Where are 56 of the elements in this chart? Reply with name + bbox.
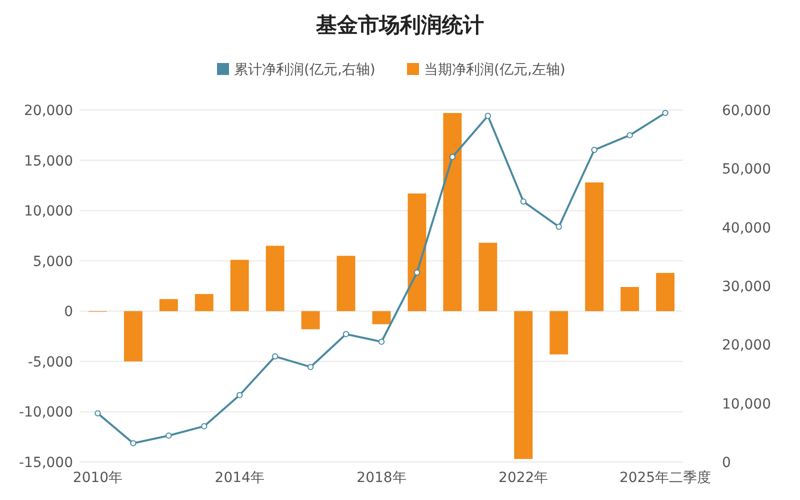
bar xyxy=(336,256,356,312)
y-tick-label: 5,000 xyxy=(32,254,73,270)
bar xyxy=(124,311,142,362)
x-tick-label: 2010年 xyxy=(72,470,123,486)
bar xyxy=(656,272,674,312)
bar xyxy=(230,260,249,312)
y2-tick-label: 40,000 xyxy=(722,220,771,236)
point xyxy=(166,432,172,439)
point xyxy=(342,331,350,338)
point xyxy=(520,198,526,205)
chart-title: 基金市场利润统计 xyxy=(315,13,484,37)
bar xyxy=(301,311,320,330)
bar xyxy=(620,287,640,312)
y-tick-label: -5,000 xyxy=(28,354,73,370)
bar xyxy=(159,299,178,312)
bar xyxy=(372,311,391,324)
point xyxy=(449,154,456,160)
point xyxy=(272,353,278,360)
y2-tick-label: 50,000 xyxy=(722,162,771,178)
x-tick-label: 2022年 xyxy=(498,470,548,486)
point xyxy=(307,364,314,370)
y2-tick-label: 30,000 xyxy=(722,279,771,295)
y-tick-label: 0 xyxy=(64,304,73,320)
legend-label: 当期净利润(亿元,左轴) xyxy=(424,62,566,78)
point xyxy=(484,112,492,119)
x-tick-label: 2014年 xyxy=(214,470,264,486)
point xyxy=(94,410,101,416)
point xyxy=(236,392,243,398)
y-tick-label: -15,000 xyxy=(18,455,73,471)
y2-tick-label: 10,000 xyxy=(722,396,771,412)
bar xyxy=(266,246,284,312)
y-tick-label: -10,000 xyxy=(18,404,73,421)
point xyxy=(556,224,562,230)
point xyxy=(201,423,208,430)
x-tick-label: 2018年 xyxy=(356,470,406,486)
x-tick-label: 2025年二季度 xyxy=(619,470,712,486)
bar xyxy=(585,182,604,312)
bar xyxy=(514,311,533,459)
y2-tick-label: 0 xyxy=(722,455,731,471)
point xyxy=(130,440,136,446)
y-tick-label: 15,000 xyxy=(24,153,73,170)
y2-tick-label: 20,000 xyxy=(722,338,771,354)
y-tick-label: 10,000 xyxy=(24,204,73,220)
point xyxy=(662,110,668,116)
point xyxy=(414,269,420,276)
bar xyxy=(443,113,462,312)
bar xyxy=(408,193,426,312)
bar xyxy=(194,294,214,312)
y-tick-label: 20,000 xyxy=(24,103,73,119)
point xyxy=(626,132,633,138)
bar xyxy=(550,311,568,354)
bar xyxy=(478,242,498,312)
legend-label: 累计净利润(亿元,右轴) xyxy=(234,62,376,78)
point xyxy=(378,338,385,345)
point xyxy=(591,146,598,153)
y2-tick-label: 60,000 xyxy=(722,103,771,119)
